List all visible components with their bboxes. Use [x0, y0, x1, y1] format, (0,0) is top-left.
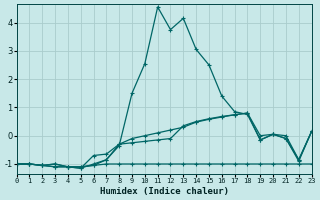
- X-axis label: Humidex (Indice chaleur): Humidex (Indice chaleur): [100, 187, 228, 196]
